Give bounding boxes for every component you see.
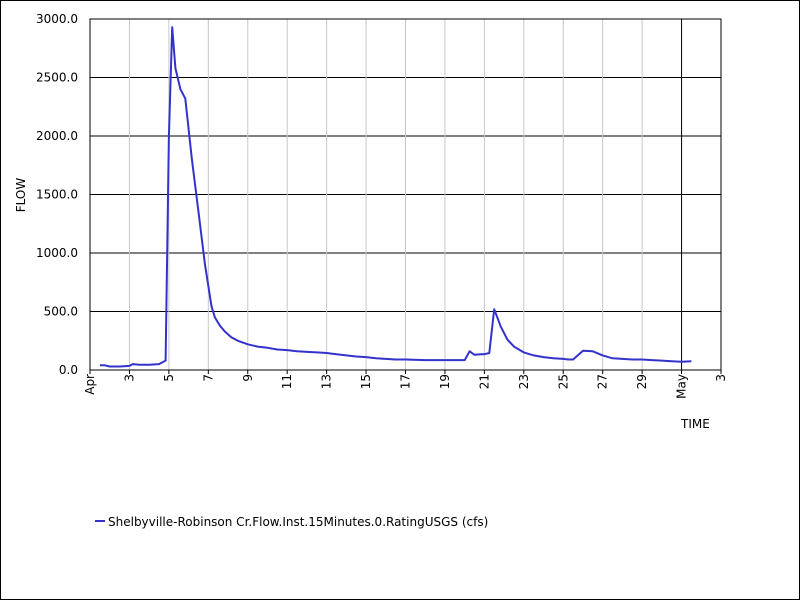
y-tick-label: 1000.0 — [36, 246, 78, 260]
plot-area — [89, 18, 722, 371]
y-axis-ticks: 0.0 500.0 1000.0 1500.0 2000.0 2500.0 3000.0 — [36, 12, 78, 377]
x-tick-label: Apr — [83, 374, 97, 395]
series-line-0 — [99, 26, 692, 368]
x-tick-label: 23 — [517, 374, 531, 389]
x-tick-label: 25 — [556, 374, 570, 389]
x-tick-label: 3 — [714, 374, 728, 382]
x-tick-label: 9 — [241, 374, 255, 382]
x-tick-label: 19 — [438, 374, 452, 389]
x-tick-label: 11 — [280, 374, 294, 389]
x-axis-ticks: Apr 3 5 7 9 11 13 15 17 19 21 23 25 27 29 May 3 — [83, 370, 728, 399]
y-tick-label: 2500.0 — [36, 71, 78, 85]
x-tick-label: 15 — [359, 374, 373, 389]
x-tick-label: 13 — [320, 374, 334, 389]
y-tick-label: 1500.0 — [36, 188, 78, 202]
y-tick-label: 500.0 — [44, 305, 78, 319]
x-tick-label: 17 — [399, 374, 413, 389]
y-tick-label: 3000.0 — [36, 12, 78, 26]
x-axis-label: TIME — [680, 417, 710, 431]
legend: Shelbyville-Robinson Cr.Flow.Inst.15Minu… — [95, 515, 488, 529]
legend-entry: Shelbyville-Robinson Cr.Flow.Inst.15Minu… — [108, 515, 488, 529]
series-lines — [99, 26, 692, 368]
x-tick-label: May — [675, 374, 689, 399]
y-tick-label: 0.0 — [59, 363, 78, 377]
x-tick-label: 21 — [477, 374, 491, 389]
grid-lines — [89, 18, 722, 371]
y-axis-label: FLOW — [14, 178, 28, 213]
x-tick-label: 7 — [201, 374, 215, 382]
x-tick-label: 27 — [596, 374, 610, 389]
x-tick-label: 5 — [162, 374, 176, 382]
y-tick-label: 2000.0 — [36, 129, 78, 143]
x-tick-label: 3 — [122, 374, 136, 382]
x-tick-label: 29 — [635, 374, 649, 389]
